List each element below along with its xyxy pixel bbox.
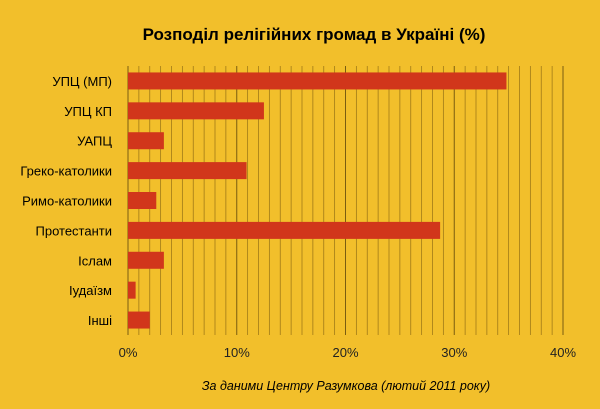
category-label: Іудаїзм	[69, 283, 112, 298]
source-note: За даними Центру Разумкова (лютий 2011 р…	[202, 379, 490, 393]
bar	[128, 162, 247, 180]
tick-label: 20%	[332, 345, 358, 360]
tick-label: 30%	[441, 345, 467, 360]
category-label: Римо-католики	[22, 194, 112, 209]
bar	[128, 192, 157, 209]
bar	[128, 132, 164, 150]
category-label: Протестанти	[36, 223, 113, 238]
chart-title: Розподіл релігійних громад в Україні (%)	[143, 25, 486, 44]
category-label: Інші	[88, 313, 112, 328]
category-label: УПЦ КП	[64, 104, 112, 119]
category-label: УАПЦ	[77, 134, 112, 149]
bar	[128, 72, 507, 90]
tick-label: 0%	[119, 345, 138, 360]
tick-label: 10%	[224, 345, 250, 360]
x-axis-ticks: 0% 10% 20% 30% 40%	[119, 345, 577, 360]
bar	[128, 251, 164, 269]
bar	[128, 281, 136, 299]
bar	[128, 311, 150, 329]
category-labels: УПЦ (МП) УПЦ КП УАПЦ Греко-католики Римо-кат…	[20, 74, 112, 328]
category-label: Іслам	[78, 253, 112, 268]
category-label: Греко-католики	[20, 164, 112, 179]
category-label: УПЦ (МП)	[52, 74, 112, 89]
bar	[128, 102, 264, 120]
bars	[128, 72, 507, 329]
tick-label: 40%	[550, 345, 576, 360]
bar	[128, 221, 441, 239]
